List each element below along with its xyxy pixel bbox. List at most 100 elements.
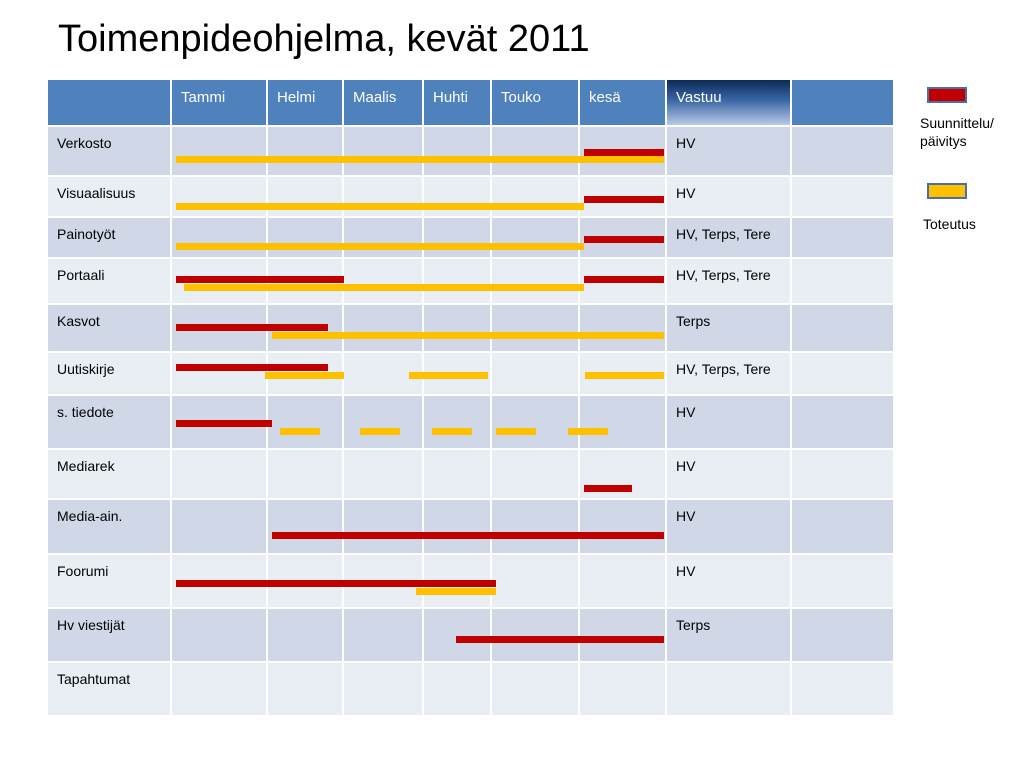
table-cell xyxy=(792,450,895,500)
header-empty xyxy=(792,80,895,127)
table-cell xyxy=(792,555,895,609)
vastuu-cell: Terps xyxy=(667,305,792,353)
row-label-kasvot: Kasvot xyxy=(48,305,172,353)
table-cell xyxy=(172,353,268,396)
table-cell xyxy=(172,609,268,663)
table-cell xyxy=(424,305,492,353)
implementation-bar xyxy=(360,428,400,435)
row-label-s-tiedote: s. tiedote xyxy=(48,396,172,450)
implementation-bar xyxy=(184,284,584,291)
table-cell xyxy=(344,127,424,177)
table-cell xyxy=(424,450,492,500)
plan-bar xyxy=(584,485,632,492)
table-cell xyxy=(792,609,895,663)
plan-bar xyxy=(176,364,328,371)
vastuu-cell: HV xyxy=(667,177,792,218)
implementation-bar xyxy=(585,372,664,379)
table-cell xyxy=(268,177,344,218)
vastuu-cell: HV, Terps, Tere xyxy=(667,218,792,259)
vastuu-cell xyxy=(667,663,792,717)
vastuu-cell: HV xyxy=(667,450,792,500)
page-title: Toimenpideohjelma, kevät 2011 xyxy=(58,18,590,60)
header-kesa: kesä xyxy=(580,80,667,127)
table-cell xyxy=(344,663,424,717)
table-cell xyxy=(344,500,424,555)
header-empty xyxy=(48,80,172,127)
row-label-painotyot: Painotyöt xyxy=(48,218,172,259)
implementation-bar xyxy=(496,428,536,435)
table-cell xyxy=(492,259,580,305)
table-cell xyxy=(344,259,424,305)
table-cell xyxy=(580,663,667,717)
table-cell xyxy=(492,305,580,353)
row-label-visuaalisuus: Visuaalisuus xyxy=(48,177,172,218)
table-cell xyxy=(344,218,424,259)
vastuu-cell: HV xyxy=(667,555,792,609)
plan-bar xyxy=(584,236,664,243)
table-cell xyxy=(344,396,424,450)
plan-bar xyxy=(272,532,664,539)
plan-bar xyxy=(584,276,664,283)
table-cell xyxy=(268,609,344,663)
implementation-bar xyxy=(265,372,344,379)
row-label-tapahtumat: Tapahtumat xyxy=(48,663,172,717)
vastuu-cell: HV, Terps, Tere xyxy=(667,353,792,396)
implementation-bar xyxy=(409,372,488,379)
table-cell xyxy=(492,177,580,218)
table-cell xyxy=(172,450,268,500)
row-label-media-ain: Media-ain. xyxy=(48,500,172,555)
table-cell xyxy=(792,177,895,218)
table-cell xyxy=(792,259,895,305)
vastuu-cell: HV, Terps, Tere xyxy=(667,259,792,305)
table-cell xyxy=(792,396,895,450)
implementation-bar xyxy=(176,203,584,210)
legend-plan-label-line1: Suunnittelu/ xyxy=(920,115,994,131)
plan-bar xyxy=(176,580,496,587)
legend-plan-label-line2: päivitys xyxy=(920,133,967,149)
plan-bar xyxy=(176,420,272,427)
row-label-verkosto: Verkosto xyxy=(48,127,172,177)
table-cell xyxy=(268,396,344,450)
legend-plan-swatch xyxy=(927,87,967,103)
implementation-bar xyxy=(176,243,584,250)
table-cell xyxy=(424,177,492,218)
table-cell xyxy=(344,177,424,218)
plan-bar xyxy=(176,324,328,331)
header-huhti: Huhti xyxy=(424,80,492,127)
vastuu-cell: Terps xyxy=(667,609,792,663)
table-cell xyxy=(792,353,895,396)
vastuu-cell: HV xyxy=(667,127,792,177)
legend-impl-swatch xyxy=(927,183,967,199)
implementation-bar xyxy=(280,428,320,435)
table-cell xyxy=(792,305,895,353)
table-cell xyxy=(492,500,580,555)
row-label-portaali: Portaali xyxy=(48,259,172,305)
table-cell xyxy=(424,218,492,259)
table-cell xyxy=(580,305,667,353)
table-cell xyxy=(792,127,895,177)
table-cell xyxy=(424,127,492,177)
legend-impl-label: Toteutus xyxy=(923,216,976,232)
vastuu-cell: HV xyxy=(667,396,792,450)
table-cell xyxy=(424,663,492,717)
table-cell xyxy=(492,218,580,259)
header-touko: Touko xyxy=(492,80,580,127)
implementation-bar xyxy=(176,156,664,163)
table-cell xyxy=(580,450,667,500)
table-cell xyxy=(580,555,667,609)
table-cell xyxy=(492,555,580,609)
table-cell xyxy=(172,218,268,259)
row-label-foorumi: Foorumi xyxy=(48,555,172,609)
table-cell xyxy=(172,127,268,177)
implementation-bar xyxy=(432,428,472,435)
implementation-bar xyxy=(272,332,664,339)
table-cell xyxy=(792,218,895,259)
table-cell xyxy=(580,396,667,450)
table-cell xyxy=(172,177,268,218)
row-label-mediarek: Mediarek xyxy=(48,450,172,500)
plan-bar xyxy=(176,276,344,283)
vastuu-cell: HV xyxy=(667,500,792,555)
table-cell xyxy=(424,259,492,305)
plan-bar xyxy=(456,636,664,643)
table-cell xyxy=(268,500,344,555)
